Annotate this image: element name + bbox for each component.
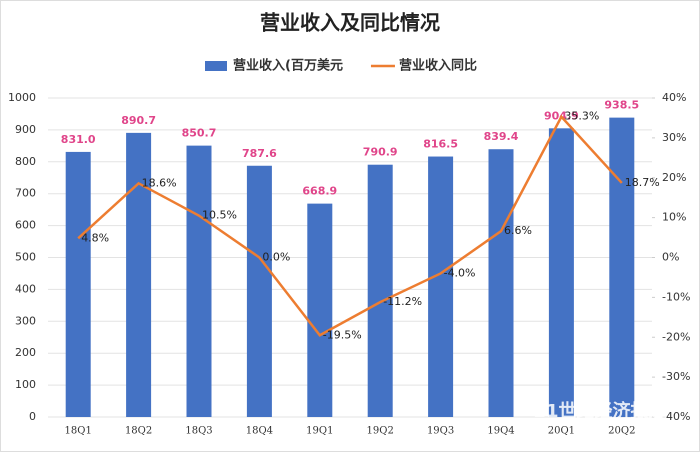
line-value-label: 10.5% <box>202 209 237 222</box>
x-tick-label: 19Q1 <box>306 426 333 437</box>
x-tick-label: 19Q4 <box>487 426 514 437</box>
line-value-label: 35.3% <box>564 110 599 123</box>
line-value-label: 18.6% <box>142 176 177 189</box>
x-tick-label: 18Q2 <box>125 426 152 437</box>
line-value-label: 6.6% <box>504 224 532 237</box>
x-tick-label: 18Q4 <box>246 426 273 437</box>
bar <box>307 203 333 417</box>
y-tick-label: 1000 <box>8 91 36 104</box>
x-tick-label: 19Q2 <box>367 426 394 437</box>
bar-value-label: 890.7 <box>121 114 156 127</box>
bar <box>186 145 212 417</box>
x-tick-label: 20Q1 <box>548 426 575 437</box>
bar-value-label: 831.0 <box>61 133 96 146</box>
bar <box>65 151 91 417</box>
chart-title: 营业收入及同比情况 <box>260 11 440 35</box>
y2-tick-label: 30% <box>662 131 686 144</box>
line <box>77 114 623 337</box>
bar <box>126 132 152 417</box>
y-tick-label: 800 <box>15 155 36 168</box>
line-value-label: 4.8% <box>81 231 109 244</box>
legend-label: 营业收入同比 <box>399 58 477 74</box>
bar-value-label: 787.6 <box>242 147 277 160</box>
y-tick-label: 700 <box>15 187 36 200</box>
bar <box>367 164 393 417</box>
y2-tick-label: 0% <box>662 251 679 264</box>
y2-tick-label: 10% <box>662 211 686 224</box>
y-tick-label: 100 <box>15 378 36 391</box>
y-tick-label: 400 <box>15 282 36 295</box>
legend-label: 营业收入(百万美元 <box>233 58 343 74</box>
y-tick-label: 200 <box>15 346 36 359</box>
y-tick-label: 500 <box>15 251 36 264</box>
line-value-label: -19.5% <box>323 328 362 341</box>
line-value-label: 18.7% <box>625 176 660 189</box>
x-tick-label: 19Q3 <box>427 426 454 437</box>
line-value-label: 0.0% <box>262 251 290 264</box>
bar <box>609 117 635 417</box>
bar <box>548 128 574 417</box>
y2-tick-label: -30% <box>662 370 690 383</box>
y-tick-label: 300 <box>15 314 36 327</box>
bar <box>488 149 514 418</box>
y2-tick-label: 20% <box>662 171 686 184</box>
y2-tick-label: 40% <box>662 91 686 104</box>
bar-value-label: 938.5 <box>604 99 639 112</box>
bar <box>246 165 272 417</box>
line-value-label: -11.2% <box>383 295 422 308</box>
watermark: 21世纪经济报道 <box>533 400 666 422</box>
y-tick-label: 0 <box>29 410 36 423</box>
x-tick-label: 20Q2 <box>608 426 635 437</box>
line-value-label: -4.0% <box>444 266 476 279</box>
bar-value-label: 816.5 <box>423 138 458 151</box>
bar <box>428 156 454 417</box>
bar-value-label: 839.4 <box>484 130 519 143</box>
x-tick-label: 18Q1 <box>65 426 92 437</box>
bar-value-label: 790.9 <box>363 146 398 159</box>
y2-tick-label: -40% <box>662 410 690 423</box>
y-tick-label: 900 <box>15 123 36 136</box>
y-tick-label: 600 <box>15 219 36 232</box>
bar-value-label: 850.7 <box>182 127 217 140</box>
y2-tick-label: -20% <box>662 330 690 343</box>
legend-swatch <box>205 61 227 71</box>
y2-tick-label: -10% <box>662 290 690 303</box>
bar-value-label: 668.9 <box>302 185 337 198</box>
x-tick-label: 18Q3 <box>185 426 212 437</box>
